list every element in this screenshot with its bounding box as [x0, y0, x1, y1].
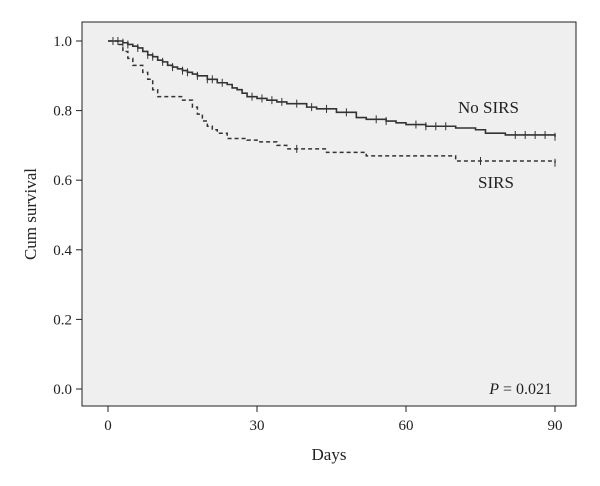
series-line-sirs	[108, 40, 556, 163]
p-value-annotation: P = 0.021	[488, 381, 552, 398]
y-axis-title: Cum survival	[21, 168, 40, 260]
y-tick-label: 0.0	[53, 382, 72, 398]
x-tick-label: 30	[250, 418, 265, 434]
y-tick-label: 0.4	[53, 243, 72, 259]
y-axis: 0.0 0.2 0.4 0.6 0.8 1.0	[53, 34, 82, 398]
y-tick-label: 1.0	[53, 34, 72, 50]
y-tick-label: 0.6	[53, 173, 72, 189]
x-tick-label: 0	[104, 418, 112, 434]
x-tick-label: 90	[548, 418, 563, 434]
x-tick-label: 60	[399, 418, 414, 434]
y-tick-label: 0.8	[53, 104, 72, 120]
series-layer	[108, 37, 556, 167]
x-axis-title: Days	[312, 445, 347, 464]
y-tick-label: 0.2	[53, 312, 72, 328]
p-value-prefix: P	[488, 381, 499, 398]
series-label-no-sirs: No SIRS	[458, 98, 519, 117]
series-label-sirs: SIRS	[478, 173, 514, 192]
plot-background	[81, 21, 577, 407]
p-value-text: = 0.021	[499, 381, 552, 398]
x-axis: 0 30 60 90	[104, 406, 563, 434]
